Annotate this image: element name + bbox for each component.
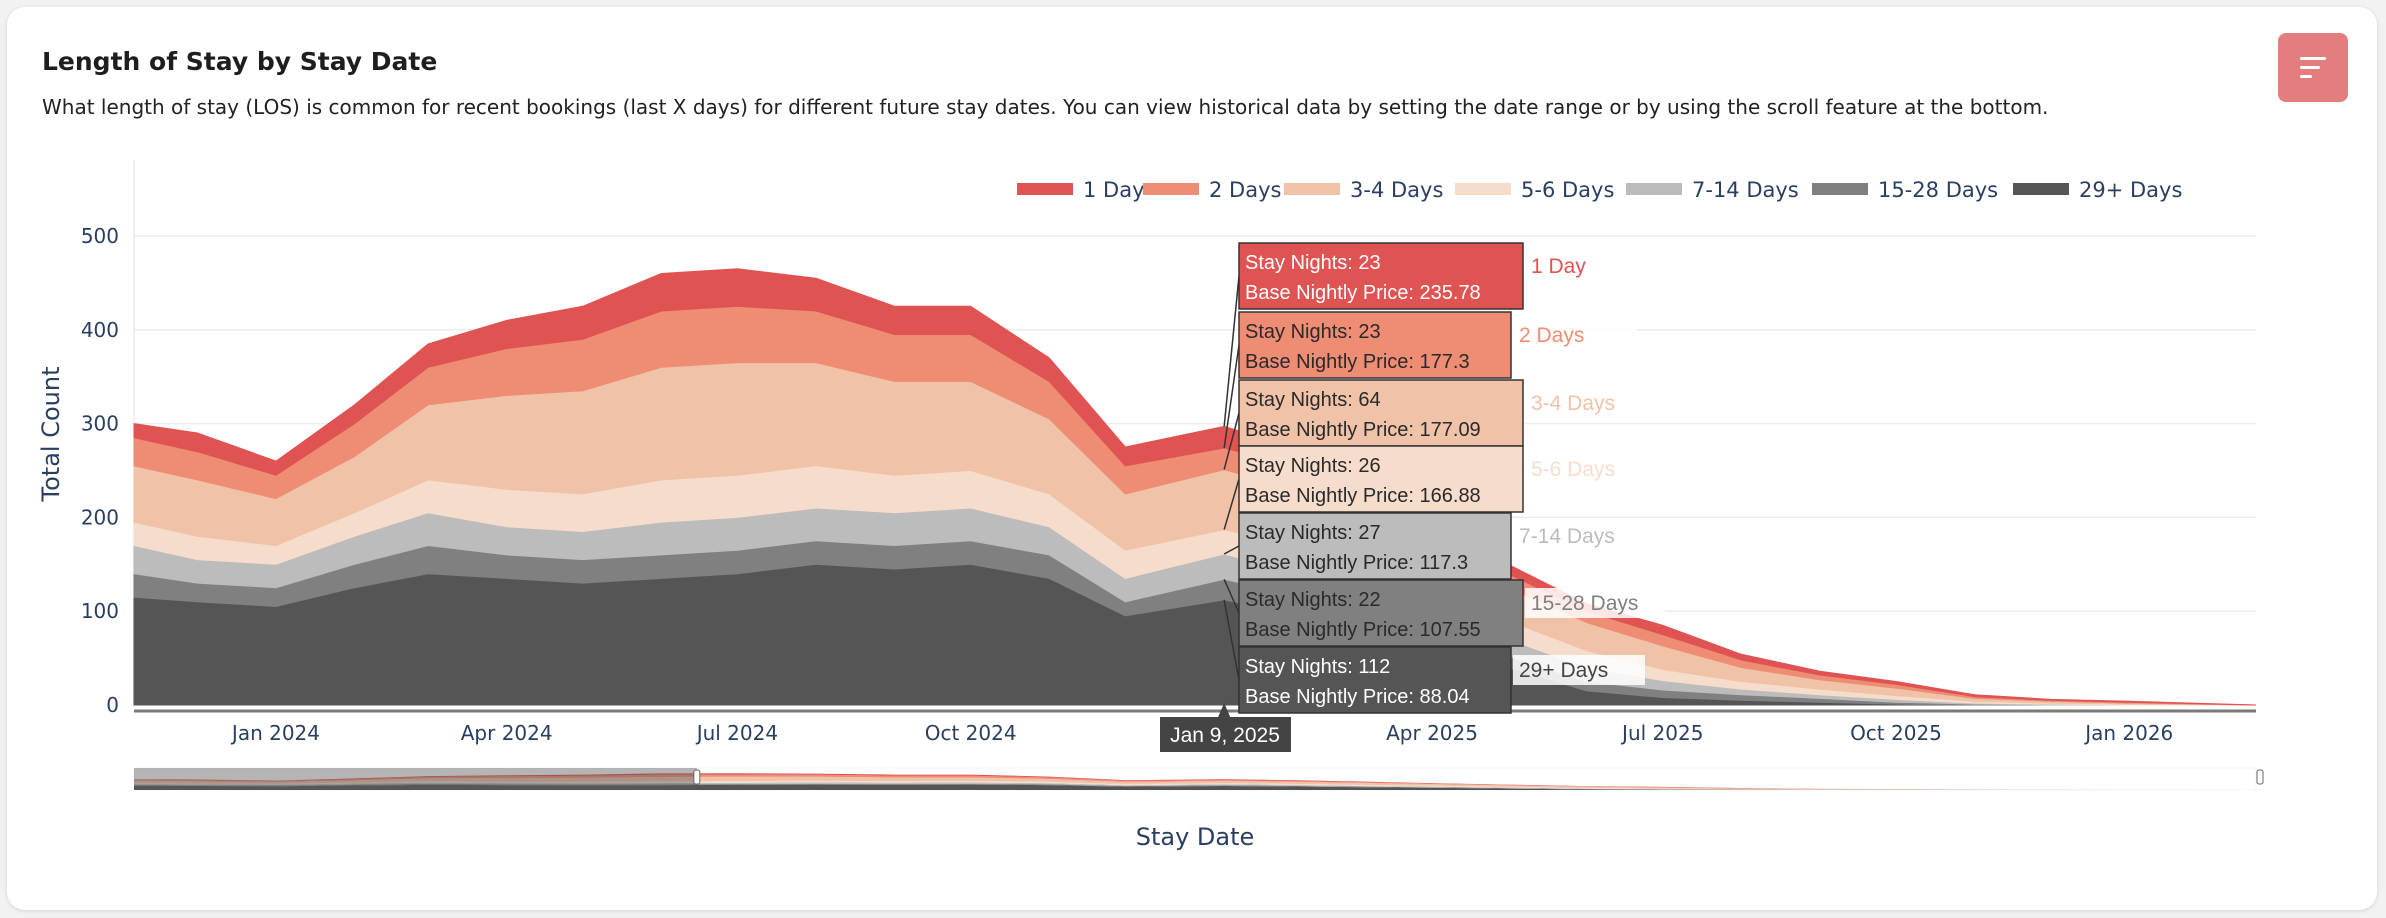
y-tick-label: 0 [106, 693, 119, 717]
hover-series-label: 2 Days [1519, 324, 1584, 347]
legend-item-label[interactable]: 3-4 Days [1350, 178, 1443, 202]
x-tick-label: Oct 2025 [1850, 721, 1942, 745]
hover-connector [1223, 412, 1240, 470]
hover-stay-nights: Stay Nights: 64 [1245, 389, 1381, 411]
x-tick-label: Oct 2024 [925, 721, 1017, 745]
hover-series-label: 15-28 Days [1531, 592, 1638, 615]
hover-tooltip-box [1238, 579, 1524, 647]
sort-menu-button[interactable] [2278, 33, 2348, 102]
legend-item-label[interactable]: 2 Days [1209, 178, 1281, 202]
hover-series-label: 7-14 Days [1519, 525, 1615, 548]
hover-series-label-bg [1513, 521, 1649, 551]
hover-series-label: 3-4 Days [1531, 392, 1615, 415]
hover-series-label: 1 Day [1531, 255, 1586, 278]
sort-lines-icon-mid [2300, 66, 2320, 69]
hover-tooltip-box [1238, 646, 1512, 714]
hover-stay-nights: Stay Nights: 22 [1245, 589, 1381, 611]
y-axis-title: Total Count [37, 367, 65, 503]
hover-base-price: Base Nightly Price: 177.3 [1245, 351, 1470, 373]
y-tick-label: 200 [81, 505, 119, 529]
hover-connector [1223, 599, 1240, 681]
hover-connector [1223, 579, 1240, 614]
hover-connector [1223, 344, 1240, 449]
hover-tooltip-box [1238, 379, 1524, 447]
hover-base-price: Base Nightly Price: 88.04 [1245, 686, 1470, 708]
hover-connector [1223, 545, 1240, 555]
hover-stay-nights: Stay Nights: 23 [1245, 321, 1381, 343]
hover-tooltip-box [1238, 311, 1512, 379]
hover-connector [1223, 275, 1240, 427]
range-slider-series [134, 776, 2256, 790]
hover-base-price: Base Nightly Price: 235.78 [1245, 282, 1481, 304]
range-slider-left-handle[interactable] [693, 769, 701, 785]
hover-series-label-bg [1513, 655, 1645, 685]
y-tick-label: 100 [81, 599, 119, 623]
legend-item-label[interactable]: 29+ Days [2079, 178, 2182, 202]
hover-stay-nights: Stay Nights: 27 [1245, 522, 1381, 544]
hover-date-label: Jan 9, 2025 [1170, 724, 1280, 747]
sort-lines-icon [2300, 57, 2326, 60]
hover-tooltip-box [1238, 242, 1524, 310]
x-tick-label: Jan 2024 [230, 721, 320, 745]
hover-series-label-bg [1525, 588, 1665, 618]
x-tick-label: Apr 2024 [461, 721, 553, 745]
range-slider-right-handle[interactable] [2256, 769, 2264, 785]
legend-swatch[interactable] [1017, 183, 1073, 195]
hover-tooltip-box [1238, 445, 1524, 513]
hover-date-box [1160, 717, 1291, 752]
hover-series-label-bg [1525, 454, 1657, 484]
legend-swatch[interactable] [2013, 183, 2069, 195]
y-tick-label: 500 [81, 224, 119, 248]
legend-item-label[interactable]: 15-28 Days [1878, 178, 1998, 202]
x-tick-label: Jan 2026 [2083, 721, 2173, 745]
legend-swatch[interactable] [1626, 183, 1682, 195]
hover-stay-nights: Stay Nights: 23 [1245, 252, 1381, 274]
hover-base-price: Base Nightly Price: 177.09 [1245, 419, 1481, 441]
hover-series-label-bg [1525, 388, 1657, 418]
hover-connector [1223, 478, 1240, 530]
hover-base-price: Base Nightly Price: 166.88 [1245, 485, 1481, 507]
legend-swatch[interactable] [1455, 183, 1511, 195]
hover-base-price: Base Nightly Price: 107.55 [1245, 619, 1481, 641]
area-series-1-day[interactable] [133, 268, 2257, 706]
x-tick-label: Jul 2025 [1620, 721, 1703, 745]
legend-item-label[interactable]: 7-14 Days [1692, 178, 1799, 202]
y-tick-label: 400 [81, 318, 119, 342]
chart-description: What length of stay (LOS) is common for … [42, 95, 2049, 119]
hover-series-label-bg [1513, 320, 1637, 350]
legend-swatch[interactable] [1812, 183, 1868, 195]
legend-swatch[interactable] [1143, 183, 1199, 195]
hover-series-label: 5-6 Days [1531, 458, 1615, 481]
hover-date-pointer [1218, 703, 1231, 717]
chart-title: Length of Stay by Stay Date [42, 47, 438, 76]
sort-lines-icon-bottom [2300, 75, 2312, 78]
y-tick-label: 300 [81, 412, 119, 436]
legend-item-label[interactable]: 1 Day [1083, 178, 1145, 202]
hover-series-label: 29+ Days [1519, 659, 1608, 682]
x-axis-title: Stay Date [1136, 823, 1255, 851]
x-tick-label: Apr 2025 [1386, 721, 1478, 745]
hover-stay-nights: Stay Nights: 26 [1245, 455, 1381, 477]
legend-swatch[interactable] [1284, 183, 1340, 195]
legend-item-label[interactable]: 5-6 Days [1521, 178, 1614, 202]
x-tick-label: Jul 2024 [695, 721, 778, 745]
hover-stay-nights: Stay Nights: 112 [1245, 656, 1390, 678]
hover-base-price: Base Nightly Price: 117.3 [1245, 552, 1468, 574]
hover-series-label-bg [1525, 251, 1645, 281]
range-slider-series [134, 784, 2256, 790]
range-slider-unselected-mask [134, 768, 697, 790]
hover-tooltip-box [1238, 512, 1512, 580]
